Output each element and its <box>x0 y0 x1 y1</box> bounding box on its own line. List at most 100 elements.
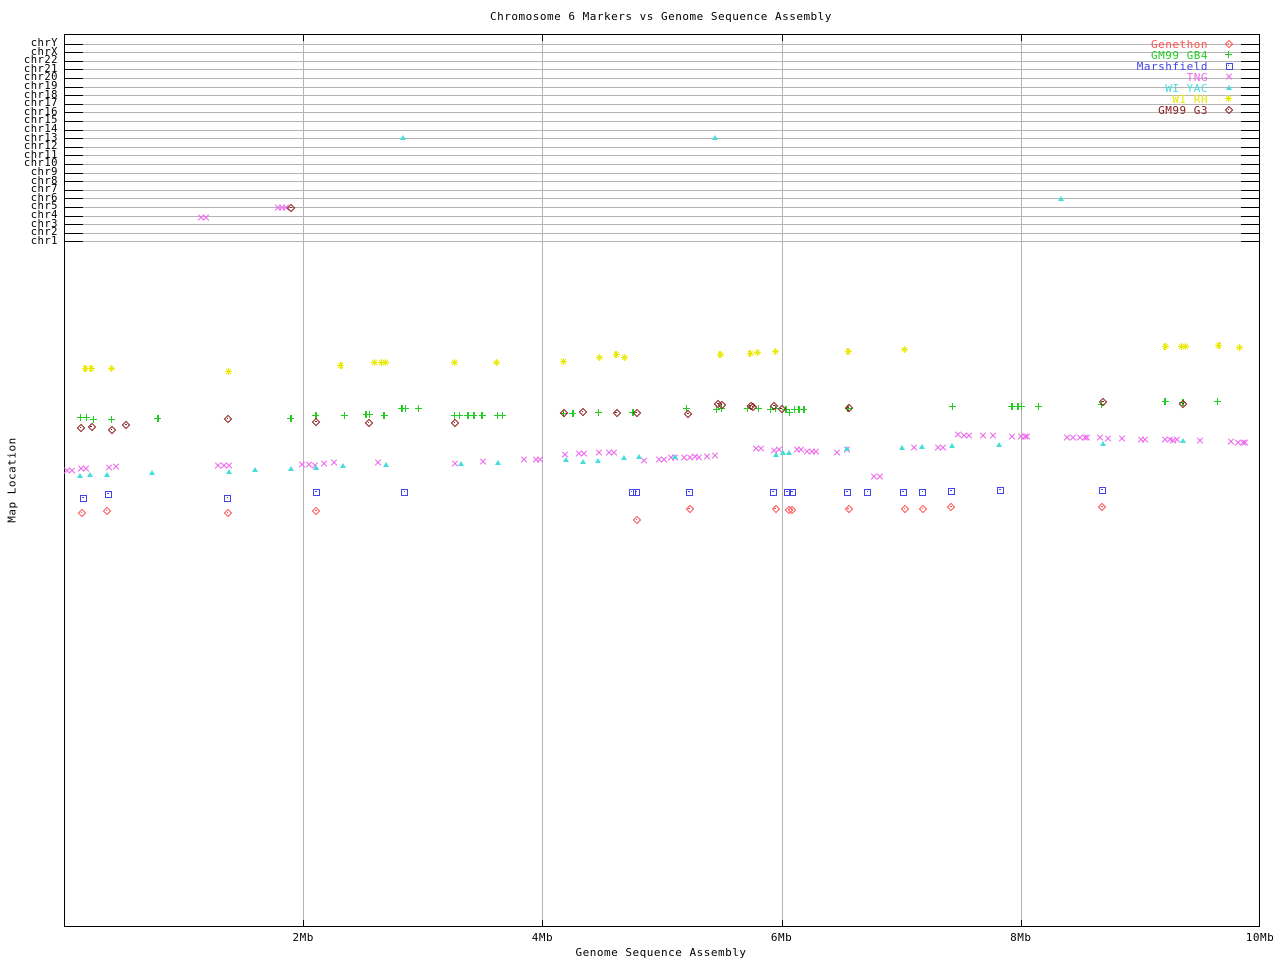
marker-tng <box>1024 433 1031 440</box>
x-gridline <box>303 35 305 926</box>
left-axis-tick <box>65 181 83 183</box>
marker-gm99-gb4 <box>498 412 506 419</box>
chromosome-gridline <box>65 224 1259 226</box>
marker-wi-rh <box>81 365 89 372</box>
marker-gm99-g3 <box>77 424 84 431</box>
left-axis-tick <box>65 86 83 88</box>
marker-gm99-g3 <box>579 408 586 415</box>
left-axis-tick <box>65 241 83 243</box>
marker-gm99-gb4 <box>713 406 721 413</box>
marker-gm99-gb4 <box>594 409 602 416</box>
legend-marker-tng <box>1225 73 1232 80</box>
marker-tng <box>834 449 841 456</box>
marker-wi-yac <box>995 441 1002 448</box>
marker-genethon <box>312 507 319 514</box>
chromosome-label-chr10: chr10 <box>23 157 58 170</box>
left-axis-tick <box>65 95 83 97</box>
marker-gm99-gb4 <box>451 412 459 419</box>
marker-gm99-g3 <box>108 426 115 433</box>
marker-marshfield <box>769 488 777 496</box>
right-axis-tick <box>1241 198 1259 200</box>
chromosome-gridline <box>65 198 1259 200</box>
chromosome-gridline <box>65 77 1259 79</box>
chromosome-label-chr4: chr4 <box>30 209 58 221</box>
marker-wi-yac <box>103 471 110 478</box>
x-tick-label: 8Mb <box>1010 931 1032 944</box>
right-axis-tick <box>1241 77 1259 79</box>
marker-gm99-g3 <box>1179 400 1186 407</box>
marker-tng <box>712 452 719 459</box>
left-axis-tick <box>65 224 83 226</box>
right-axis-tick <box>1241 52 1259 54</box>
legend-marker-gm99-gb4 <box>1225 51 1232 58</box>
marker-wi-yac <box>225 468 232 475</box>
left-axis-tick <box>65 172 83 174</box>
chromosome-gridline <box>65 69 1259 71</box>
right-axis-tick <box>1241 43 1259 45</box>
marker-wi-yac <box>780 449 787 456</box>
marker-tng <box>812 448 819 455</box>
chromosome-label-chr16: chr16 <box>23 105 58 118</box>
marker-gm99-gb4 <box>455 412 463 419</box>
chart-title: Chromosome 6 Markers vs Genome Sequence … <box>490 10 832 23</box>
marker-wi-rh <box>1161 343 1169 350</box>
chromosome-gridline <box>65 181 1259 183</box>
marker-gm99-gb4 <box>948 403 956 410</box>
marker-genethon <box>78 509 85 516</box>
marker-tng <box>1118 435 1125 442</box>
marker-wi-yac <box>77 472 84 479</box>
chromosome-gridline <box>65 189 1259 191</box>
marker-wi-yac <box>595 457 602 464</box>
left-axis-tick <box>65 69 83 71</box>
right-axis-tick <box>1241 189 1259 191</box>
legend-label-gm99-gb4: GM99 GB4 <box>1151 49 1208 62</box>
marker-gm99-gb4 <box>1017 403 1025 410</box>
marker-wi-yac <box>773 451 780 458</box>
chromosome-label-chr6: chr6 <box>30 191 58 204</box>
marker-wi-yac <box>1099 440 1106 447</box>
right-axis-tick <box>1241 86 1259 88</box>
right-axis-tick <box>1241 120 1259 122</box>
marker-wi-yac <box>251 466 258 473</box>
top-axis-tick <box>1020 35 1022 41</box>
marker-wi-yac <box>786 449 793 456</box>
marker-wi-rh <box>370 359 378 366</box>
marker-wi-yac <box>635 453 642 460</box>
right-axis-tick <box>1241 172 1259 174</box>
marker-marshfield <box>686 488 693 496</box>
right-axis-tick <box>1241 224 1259 226</box>
marker-gm99-gb4 <box>785 409 793 416</box>
right-axis-tick <box>1241 146 1259 148</box>
x-axis-label: Genome Sequence Assembly <box>575 946 747 959</box>
chromosome-gridline <box>65 241 1259 243</box>
marker-gm99-g3 <box>770 402 777 409</box>
x-tick-label: 6Mb <box>770 931 793 944</box>
left-axis-tick <box>65 52 83 54</box>
marker-wi-yac <box>457 460 464 467</box>
marker-gm99-g3 <box>451 419 458 426</box>
right-axis-tick <box>1241 206 1259 208</box>
marker-wi-yac <box>1057 195 1064 202</box>
marker-gm99-g3 <box>122 421 129 428</box>
marker-gm99-gb4 <box>341 412 349 419</box>
marker-gm99-gb4 <box>766 406 774 413</box>
marker-tng <box>695 454 702 461</box>
marker-tng <box>877 473 884 480</box>
marker-wi-rh <box>716 351 724 358</box>
left-axis-tick <box>65 206 83 208</box>
right-axis-tick <box>1241 155 1259 157</box>
marker-gm99-gb4 <box>1008 403 1016 410</box>
marker-gm99-g3 <box>778 405 785 412</box>
bottom-axis-tick <box>1020 920 1022 926</box>
marker-gm99-gb4 <box>82 414 90 421</box>
chromosome-label-chr20: chr20 <box>23 71 58 84</box>
marker-gm99-gb4 <box>1034 403 1042 410</box>
left-axis-tick <box>65 163 83 165</box>
chromosome-gridline <box>65 172 1259 174</box>
right-axis-tick <box>1241 241 1259 243</box>
left-axis-tick <box>65 232 83 234</box>
legend-marker-wi-rh <box>1225 95 1232 102</box>
chromosome-gridline <box>65 155 1259 157</box>
marker-gm99-gb4 <box>1214 398 1222 405</box>
marker-tng <box>1069 434 1076 441</box>
